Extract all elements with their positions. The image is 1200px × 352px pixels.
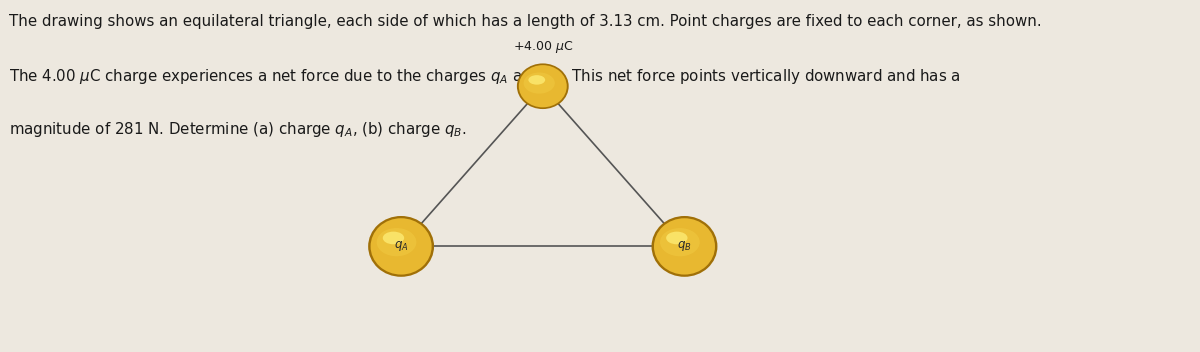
- Ellipse shape: [368, 216, 434, 277]
- Ellipse shape: [654, 218, 715, 275]
- Ellipse shape: [517, 63, 569, 109]
- Text: +4.00 $\mu$C: +4.00 $\mu$C: [512, 39, 572, 55]
- Ellipse shape: [523, 73, 554, 94]
- Text: The 4.00 $\mu$C charge experiences a net force due to the charges $q_A$ and $q_B: The 4.00 $\mu$C charge experiences a net…: [8, 67, 960, 86]
- Text: $q_A$: $q_A$: [394, 239, 408, 253]
- Ellipse shape: [377, 228, 416, 256]
- Ellipse shape: [666, 232, 688, 244]
- Ellipse shape: [383, 232, 404, 244]
- Ellipse shape: [652, 216, 718, 277]
- Ellipse shape: [518, 65, 566, 107]
- Text: $q_B$: $q_B$: [677, 239, 691, 253]
- Ellipse shape: [371, 218, 432, 275]
- Text: magnitude of 281 N. Determine (a) charge $q_A$, (b) charge $q_B$.: magnitude of 281 N. Determine (a) charge…: [8, 120, 467, 139]
- Ellipse shape: [660, 228, 700, 256]
- Text: The drawing shows an equilateral triangle, each side of which has a length of 3.: The drawing shows an equilateral triangl…: [8, 14, 1042, 29]
- Ellipse shape: [528, 75, 545, 85]
